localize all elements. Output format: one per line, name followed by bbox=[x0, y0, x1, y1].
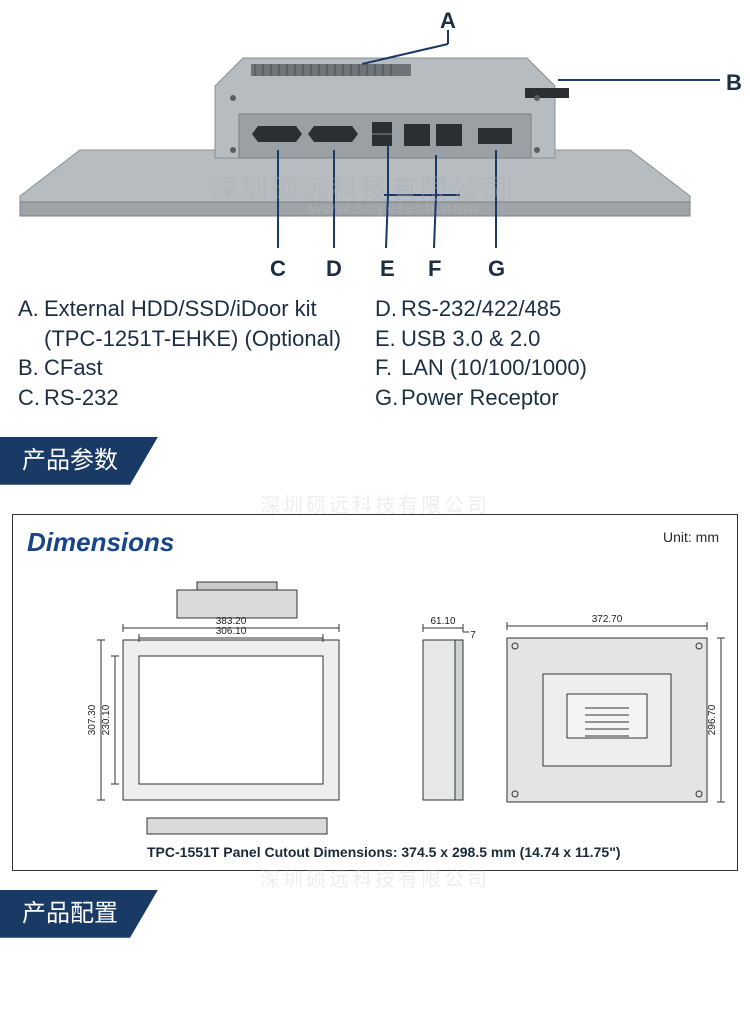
legend-row: G.Power Receptor bbox=[375, 383, 732, 413]
callout-letter-A: A bbox=[440, 8, 456, 34]
callout-letter-G: G bbox=[488, 256, 505, 282]
legend-row: B.CFast bbox=[18, 353, 375, 383]
svg-text:61.10: 61.10 bbox=[430, 616, 455, 627]
svg-text:306.10: 306.10 bbox=[216, 626, 247, 637]
legend-row: C.RS-232 bbox=[18, 383, 375, 413]
section-title-params: 产品参数 bbox=[0, 437, 158, 485]
device-illustration bbox=[0, 0, 750, 290]
legend-row: A.External HDD/SSD/iDoor kit bbox=[18, 294, 375, 324]
legend-row: (TPC-1251T-EHKE) (Optional) bbox=[18, 324, 375, 354]
svg-text:372.70: 372.70 bbox=[592, 614, 623, 625]
legend-row: E.USB 3.0 & 2.0 bbox=[375, 324, 732, 354]
callout-letter-C: C bbox=[270, 256, 286, 282]
dimensions-drawing: 383.20306.10230.10307.3061.107372.70296.… bbox=[27, 560, 727, 840]
dimensions-cutout-note: TPC-1551T Panel Cutout Dimensions: 374.5… bbox=[147, 844, 723, 860]
dimensions-title: Dimensions bbox=[27, 527, 174, 557]
legend-row: D.RS-232/422/485 bbox=[375, 294, 732, 324]
port-callout-diagram: ABCDEFG 深圳硕远科技有限公司 www.soyetech.com bbox=[0, 0, 750, 290]
callout-letter-D: D bbox=[326, 256, 342, 282]
svg-text:307.30: 307.30 bbox=[87, 704, 98, 735]
section-bar-params: 产品参数 bbox=[0, 437, 750, 485]
callout-letter-E: E bbox=[380, 256, 395, 282]
callout-letter-F: F bbox=[428, 256, 441, 282]
svg-text:296.70: 296.70 bbox=[707, 704, 718, 735]
callout-legend: A.External HDD/SSD/iDoor kit(TPC-1251T-E… bbox=[0, 290, 750, 435]
watermark-faint-2: 深圳硕远科技有限公司 bbox=[0, 863, 750, 892]
svg-text:7: 7 bbox=[470, 630, 476, 641]
dimensions-panel: Dimensions Unit: mm 383.20306.10230.1030… bbox=[12, 514, 738, 871]
watermark-url: www.soyetech.com bbox=[310, 200, 479, 218]
dimensions-unit: Unit: mm bbox=[663, 529, 719, 545]
section-bar-config: 产品配置 bbox=[0, 890, 750, 938]
legend-row: F.LAN (10/100/1000) bbox=[375, 353, 732, 383]
section-title-config: 产品配置 bbox=[0, 890, 158, 938]
svg-text:230.10: 230.10 bbox=[101, 704, 112, 735]
callout-letter-B: B bbox=[726, 70, 742, 96]
